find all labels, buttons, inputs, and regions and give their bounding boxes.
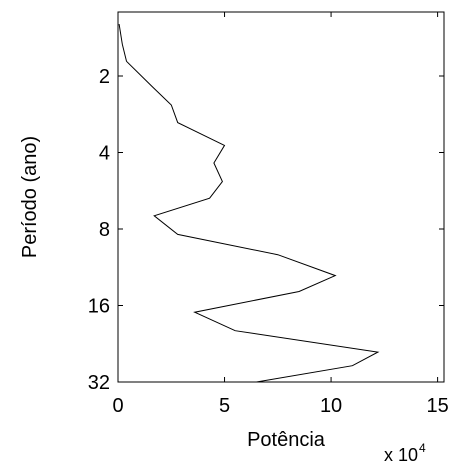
x-multiplier-exponent: 4 bbox=[419, 441, 426, 455]
x-multiplier-label: x 104 bbox=[384, 441, 426, 463]
y-tick-label: 16 bbox=[88, 295, 110, 317]
y-tick-label: 4 bbox=[99, 142, 110, 164]
y-tick-label: 8 bbox=[99, 219, 110, 241]
x-tick-label: 10 bbox=[320, 395, 342, 417]
x-axis-label: Potência bbox=[247, 429, 326, 451]
plot-frame bbox=[117, 11, 445, 383]
x-tick-label: 15 bbox=[426, 395, 448, 417]
y-axis-ticks: 2 4 8 16 32 bbox=[88, 66, 444, 394]
x-tick-label: 5 bbox=[219, 395, 230, 417]
x-axis-ticks: 0 5 10 15 bbox=[112, 12, 449, 417]
y-tick-label: 2 bbox=[99, 66, 110, 88]
x-tick-label: 0 bbox=[112, 395, 123, 417]
x-multiplier-base: x 10 bbox=[384, 445, 418, 463]
y-axis-label: Período (ano) bbox=[19, 136, 41, 258]
series-line bbox=[118, 24, 380, 383]
y-tick-label: 32 bbox=[88, 372, 110, 394]
